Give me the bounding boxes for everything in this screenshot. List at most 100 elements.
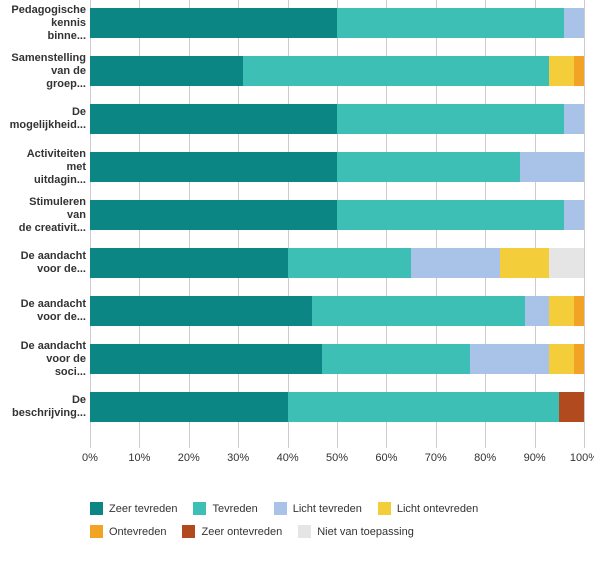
x-tick-label: 60% (375, 452, 397, 464)
bar-segment-zeer_tevreden (90, 296, 312, 326)
bar-segment-zeer_tevreden (90, 200, 337, 230)
category-label-line: soci... (0, 366, 86, 379)
category-label: De aandachtvoor desoci... (0, 340, 86, 379)
bar-segment-ontevreden (574, 56, 584, 86)
category-label-line: voor de... (0, 311, 86, 324)
category-label-line: de creativit... (0, 222, 86, 235)
x-tick-label: 10% (128, 452, 150, 464)
bar-row (90, 296, 584, 326)
x-axis: 0%10%20%30%40%50%60%70%80%90%100% (90, 452, 584, 472)
legend: Zeer tevreden Tevreden Licht tevreden Licht… (90, 502, 584, 548)
x-tick-label: 100% (570, 452, 594, 464)
category-label-line: Activiteiten (0, 148, 86, 161)
legend-swatch (378, 502, 391, 515)
bar-segment-tevreden (337, 104, 564, 134)
bar-segment-licht_ontevreden (549, 296, 574, 326)
bar-segment-zeer_tevreden (90, 152, 337, 182)
bar-segment-tevreden (288, 392, 560, 422)
bar-segment-tevreden (337, 152, 520, 182)
stacked-bar (90, 56, 584, 86)
legend-swatch (90, 502, 103, 515)
category-label-line: uitdagin... (0, 174, 86, 187)
x-tick-label: 20% (178, 452, 200, 464)
legend-item: Licht tevreden (274, 502, 362, 515)
x-tick-label: 40% (277, 452, 299, 464)
bar-segment-zeer_tevreden (90, 104, 337, 134)
legend-row: Zeer tevreden Tevreden Licht tevreden Licht… (90, 502, 584, 548)
bar-row (90, 104, 584, 134)
bar-segment-licht_tevreden (470, 344, 549, 374)
plot-area (90, 0, 584, 448)
legend-swatch (90, 525, 103, 538)
category-label-line: mogelijkheid... (0, 119, 86, 132)
category-label-line: Samenstelling (0, 52, 86, 65)
x-tick-label: 30% (227, 452, 249, 464)
bar-segment-licht_tevreden (411, 248, 500, 278)
legend-swatch (298, 525, 311, 538)
bar-row (90, 56, 584, 86)
bar-segment-zeer_tevreden (90, 344, 322, 374)
x-tick-label: 70% (425, 452, 447, 464)
category-label-line: voor de... (0, 263, 86, 276)
category-label-line: binne... (0, 30, 86, 43)
bar-row (90, 392, 584, 422)
bars-container (90, 0, 584, 448)
category-label: De aandachtvoor de... (0, 298, 86, 324)
legend-label: Tevreden (212, 503, 257, 515)
stacked-bar (90, 200, 584, 230)
bar-segment-tevreden (337, 200, 564, 230)
legend-label: Zeer tevreden (109, 503, 177, 515)
bar-segment-tevreden (312, 296, 524, 326)
legend-swatch (182, 525, 195, 538)
bar-segment-tevreden (337, 8, 564, 38)
bar-row (90, 344, 584, 374)
bar-segment-licht_tevreden (525, 296, 550, 326)
category-label-line: Pedagogische (0, 4, 86, 17)
category-label-line: De aandacht (0, 298, 86, 311)
legend-label: Licht tevreden (293, 503, 362, 515)
category-label-line: De (0, 394, 86, 407)
bar-segment-zeer_tevreden (90, 248, 288, 278)
stacked-bar-chart: Pedagogischekennisbinne...Samenstellingv… (0, 0, 594, 570)
y-axis-labels: Pedagogischekennisbinne...Samenstellingv… (0, 0, 86, 448)
category-label-line: De aandacht (0, 340, 86, 353)
bar-segment-ontevreden (574, 344, 584, 374)
bar-segment-licht_ontevreden (549, 344, 574, 374)
legend-item: Zeer ontevreden (182, 525, 282, 538)
x-tick-label: 50% (326, 452, 348, 464)
x-tick-label: 90% (524, 452, 546, 464)
x-tick-label: 0% (82, 452, 98, 464)
category-label: Activiteitenmetuitdagin... (0, 148, 86, 187)
legend-item: Zeer tevreden (90, 502, 177, 515)
stacked-bar (90, 392, 584, 422)
category-label-line: Stimuleren (0, 196, 86, 209)
legend-label: Zeer ontevreden (201, 526, 282, 538)
stacked-bar (90, 8, 584, 38)
bar-segment-zeer_tevreden (90, 56, 243, 86)
bar-segment-tevreden (322, 344, 470, 374)
category-label-line: groep... (0, 78, 86, 91)
category-label-line: De (0, 106, 86, 119)
category-label: Samenstellingvan degroep... (0, 52, 86, 91)
bar-row (90, 248, 584, 278)
bar-segment-licht_tevreden (520, 152, 584, 182)
bar-row (90, 152, 584, 182)
bar-segment-ontevreden (574, 296, 584, 326)
bar-segment-nvt (549, 248, 584, 278)
stacked-bar (90, 296, 584, 326)
bar-row (90, 8, 584, 38)
bar-segment-licht_tevreden (564, 200, 584, 230)
category-label-line: beschrijving... (0, 407, 86, 420)
bar-segment-licht_ontevreden (500, 248, 549, 278)
stacked-bar (90, 104, 584, 134)
legend-item: Licht ontevreden (378, 502, 478, 515)
legend-swatch (193, 502, 206, 515)
legend-label: Licht ontevreden (397, 503, 478, 515)
bar-segment-zeer_ontevreden (559, 392, 584, 422)
category-label-line: voor de (0, 353, 86, 366)
bar-segment-tevreden (243, 56, 549, 86)
gridline (584, 0, 585, 448)
category-label: De aandachtvoor de... (0, 250, 86, 276)
bar-segment-zeer_tevreden (90, 392, 288, 422)
bar-segment-licht_ontevreden (549, 56, 574, 86)
